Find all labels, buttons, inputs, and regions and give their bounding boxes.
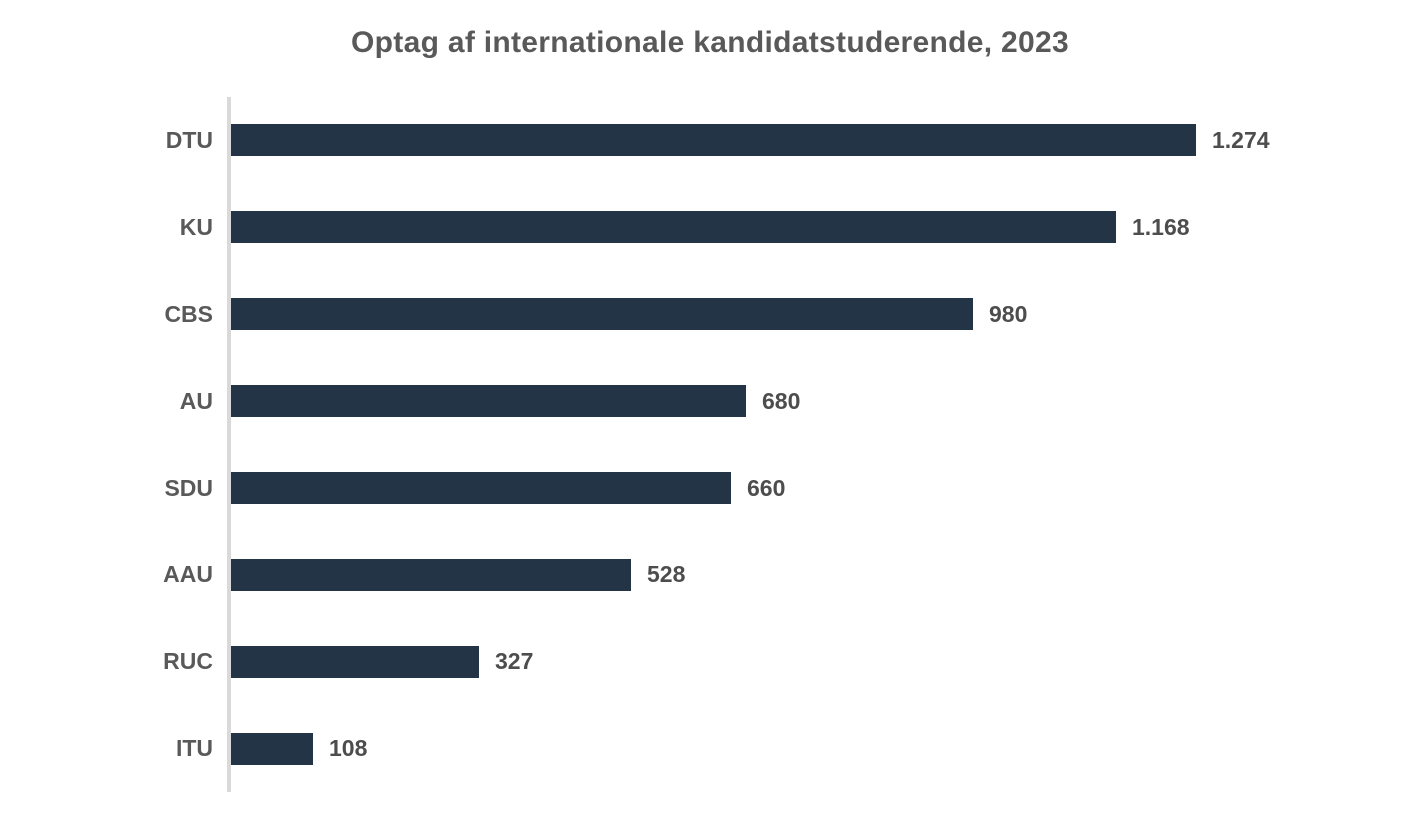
category-label: CBS [164, 300, 213, 327]
bar-row: AAU 528 [0, 531, 1420, 619]
category-label: KU [179, 213, 213, 240]
axis-and-bar-area: 660 [227, 444, 1420, 532]
category-label: AU [179, 387, 213, 414]
value-label: 680 [762, 387, 801, 414]
plot-area: DTU 1.274 KU 1.168 CBS 980 AU 680 SDU 660 AAU 528 RU… [0, 97, 1420, 793]
axis-and-bar-area: 1.168 [227, 183, 1420, 271]
axis-and-bar-area: 1.274 [227, 97, 1420, 184]
bar-row: KU 1.168 [0, 183, 1420, 271]
category-label: AAU [163, 561, 213, 588]
bar [231, 472, 731, 504]
category-label: SDU [164, 474, 213, 501]
category-label: RUC [163, 648, 213, 675]
value-label: 1.274 [1212, 126, 1270, 153]
axis-and-bar-area: 327 [227, 618, 1420, 706]
bar-row: ITU 108 [0, 705, 1420, 793]
bar-row: DTU 1.274 [0, 97, 1420, 184]
bar [231, 124, 1196, 157]
chart-title: Optag af internationale kandidatstuderen… [351, 26, 1069, 59]
category-label: ITU [175, 735, 213, 762]
value-label: 1.168 [1132, 213, 1190, 240]
value-label: 327 [495, 648, 534, 675]
bar [231, 645, 479, 678]
value-label: 660 [747, 474, 786, 501]
bar-row: RUC 327 [0, 618, 1420, 706]
axis-and-bar-area: 980 [227, 270, 1420, 358]
axis-and-bar-area: 108 [227, 705, 1420, 793]
bar-row: SDU 660 [0, 444, 1420, 532]
bar [231, 558, 631, 591]
bar-row: CBS 980 [0, 270, 1420, 358]
axis-and-bar-area: 680 [227, 357, 1420, 445]
bar [231, 298, 973, 331]
value-label: 980 [989, 300, 1028, 327]
axis-and-bar-area: 528 [227, 531, 1420, 619]
bar [231, 211, 1116, 244]
bar [231, 732, 313, 765]
bar-row: AU 680 [0, 357, 1420, 445]
category-label: DTU [165, 126, 213, 153]
value-label: 108 [329, 735, 368, 762]
value-label: 528 [647, 561, 686, 588]
bar [231, 385, 746, 418]
